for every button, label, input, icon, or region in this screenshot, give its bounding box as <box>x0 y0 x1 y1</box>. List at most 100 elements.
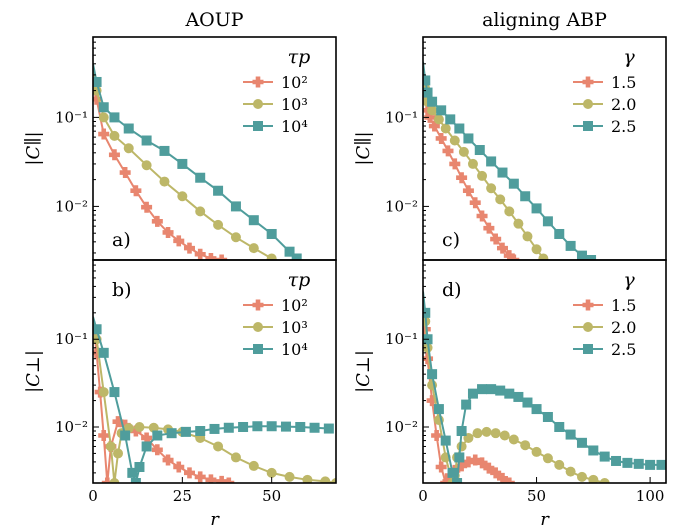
series-line <box>93 316 329 483</box>
x-tick-label: 50 <box>262 487 281 505</box>
data-point <box>449 135 460 146</box>
y-tick-label: 10⁻¹ <box>55 330 88 348</box>
data-point <box>134 461 145 472</box>
axes-frame <box>422 259 667 484</box>
data-point <box>320 476 331 483</box>
data-point <box>454 452 465 463</box>
legend-label: 2.0 <box>611 318 636 337</box>
data-point <box>508 178 519 189</box>
data-point <box>266 421 277 432</box>
data-point <box>266 253 277 260</box>
data-point <box>216 254 228 260</box>
data-point <box>284 471 295 482</box>
data-point <box>194 471 206 483</box>
panel-label: b) <box>112 279 132 301</box>
data-point <box>130 185 142 197</box>
data-point <box>120 430 131 441</box>
x-tick-label: 50 <box>527 487 546 505</box>
data-point <box>435 461 447 473</box>
data-point <box>433 114 444 125</box>
data-point <box>503 477 515 483</box>
data-point <box>456 460 468 472</box>
data-point <box>230 232 241 243</box>
series-2 <box>93 69 277 260</box>
data-point <box>159 176 170 187</box>
data-point <box>463 133 474 144</box>
data-point <box>428 120 440 132</box>
legend-label: 10² <box>281 73 308 92</box>
panel-d: 10⁻² 10⁻¹ 0 50 100 r |C⊥| d) γ 1.5 2.0 2.5 <box>353 259 667 529</box>
data-point <box>177 191 188 202</box>
data-point <box>119 167 131 179</box>
data-point <box>499 430 510 441</box>
x-tick-label: 25 <box>173 487 192 505</box>
legend-title: τp <box>288 269 311 291</box>
data-point <box>423 87 433 98</box>
data-point <box>205 252 217 260</box>
legend-label: 10³ <box>281 318 308 337</box>
data-point <box>248 460 259 471</box>
data-point <box>291 253 302 260</box>
y-axis-label: |C∥| <box>353 131 374 165</box>
data-point <box>284 246 295 257</box>
data-point <box>490 467 502 479</box>
legend-title: τp <box>288 46 311 68</box>
data-point <box>205 474 217 483</box>
data-point <box>495 194 506 205</box>
data-point <box>504 388 515 399</box>
data-point <box>266 467 277 478</box>
data-point <box>565 240 576 251</box>
data-point <box>531 244 542 255</box>
data-point <box>424 111 436 123</box>
data-point <box>504 206 515 217</box>
data-point <box>454 123 465 134</box>
legend-marker <box>583 99 593 109</box>
x-tick-label: 0 <box>88 487 98 505</box>
data-point <box>490 428 501 439</box>
data-point <box>93 93 103 105</box>
data-point <box>162 454 174 466</box>
data-point <box>134 421 145 432</box>
legend-marker <box>582 299 594 311</box>
data-point <box>554 421 565 432</box>
panel-label: c) <box>442 229 460 251</box>
data-point <box>542 453 553 464</box>
data-point <box>183 242 195 254</box>
y-tick-label: 10⁻² <box>385 197 418 215</box>
panel-label: d) <box>442 279 462 301</box>
data-point <box>576 250 587 260</box>
data-point <box>599 451 610 462</box>
data-point <box>554 459 565 470</box>
legend-marker <box>253 99 263 109</box>
data-point <box>162 226 174 238</box>
legend-marker <box>253 322 263 332</box>
data-point <box>98 102 109 113</box>
data-point <box>456 172 468 184</box>
series-line <box>93 321 230 483</box>
y-tick-label: 10⁻² <box>55 418 88 436</box>
data-point <box>599 478 610 483</box>
data-point <box>520 440 531 451</box>
data-point <box>141 201 153 213</box>
data-point <box>295 421 306 432</box>
legend: γ 1.5 2.0 2.5 <box>573 269 636 359</box>
legend-marker <box>582 76 594 88</box>
data-point <box>449 158 461 170</box>
data-point <box>177 158 188 169</box>
data-point <box>462 185 474 197</box>
data-point <box>452 478 463 483</box>
panel-c: 10⁻² 10⁻¹ aligning ABP |C∥| c) γ 1.5 2.0 2.5 <box>353 9 667 261</box>
x-axis-label: r <box>540 509 550 529</box>
data-point <box>98 347 109 358</box>
axes-frame <box>422 36 667 261</box>
data-point <box>141 432 153 444</box>
data-point <box>98 128 110 140</box>
axes-frame <box>92 259 337 484</box>
data-point <box>98 112 109 123</box>
legend-marker <box>253 344 263 354</box>
data-point <box>440 123 451 134</box>
data-point <box>213 441 224 452</box>
x-axis-label: r <box>210 509 220 529</box>
data-point <box>469 197 481 209</box>
data-point <box>576 437 587 448</box>
